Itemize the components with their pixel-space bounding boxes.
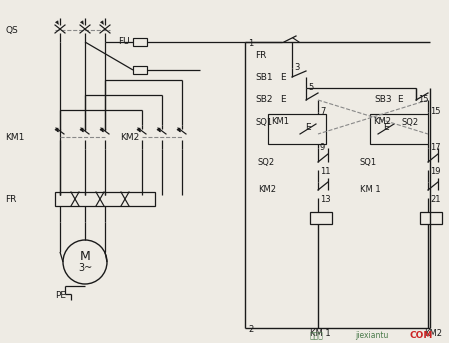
Text: KM1: KM1 xyxy=(271,118,289,127)
Text: KM2: KM2 xyxy=(258,186,276,194)
Text: 2: 2 xyxy=(248,326,253,334)
Text: 15: 15 xyxy=(418,95,428,105)
Text: COM: COM xyxy=(410,331,433,341)
Text: FR: FR xyxy=(5,196,16,204)
Text: 3: 3 xyxy=(294,63,299,72)
Text: 1: 1 xyxy=(248,39,253,48)
Bar xyxy=(268,114,326,144)
Text: KM 1: KM 1 xyxy=(310,330,330,339)
Text: jiexiantu: jiexiantu xyxy=(355,331,388,341)
Text: E: E xyxy=(383,123,389,132)
Text: 5: 5 xyxy=(308,83,313,93)
Text: E: E xyxy=(280,72,286,82)
Text: QS: QS xyxy=(5,25,18,35)
Text: KM2: KM2 xyxy=(120,132,139,142)
Text: PE: PE xyxy=(55,292,66,300)
Bar xyxy=(310,212,332,224)
Text: SQ1: SQ1 xyxy=(255,118,272,127)
Bar xyxy=(133,66,147,74)
Text: 3~: 3~ xyxy=(78,263,92,273)
Text: KM1: KM1 xyxy=(5,132,24,142)
Text: FR: FR xyxy=(255,50,266,59)
Text: KM2: KM2 xyxy=(424,330,442,339)
Text: 9: 9 xyxy=(320,143,325,153)
Text: E: E xyxy=(397,95,403,105)
Text: SQ1: SQ1 xyxy=(360,157,377,166)
Text: 19: 19 xyxy=(430,167,440,177)
Text: SB3: SB3 xyxy=(374,95,392,105)
Bar xyxy=(133,38,147,46)
Text: SB1: SB1 xyxy=(255,72,273,82)
Text: KM2: KM2 xyxy=(373,118,391,127)
Text: FU: FU xyxy=(118,37,130,47)
Text: M: M xyxy=(79,250,90,263)
Text: KM 1: KM 1 xyxy=(360,186,381,194)
Text: 15: 15 xyxy=(430,107,440,117)
Bar xyxy=(55,192,155,206)
Text: 13: 13 xyxy=(320,196,330,204)
Text: E: E xyxy=(305,123,311,132)
Text: SQ2: SQ2 xyxy=(258,157,275,166)
Text: E: E xyxy=(280,95,286,105)
Text: SQ2: SQ2 xyxy=(402,118,419,127)
Bar xyxy=(370,114,428,144)
Text: 7: 7 xyxy=(320,107,326,117)
Bar xyxy=(420,212,442,224)
Text: 11: 11 xyxy=(320,167,330,177)
Text: 21: 21 xyxy=(430,196,440,204)
Text: 接线图: 接线图 xyxy=(310,331,324,341)
Text: SB2: SB2 xyxy=(255,95,273,105)
Text: 17: 17 xyxy=(430,143,440,153)
